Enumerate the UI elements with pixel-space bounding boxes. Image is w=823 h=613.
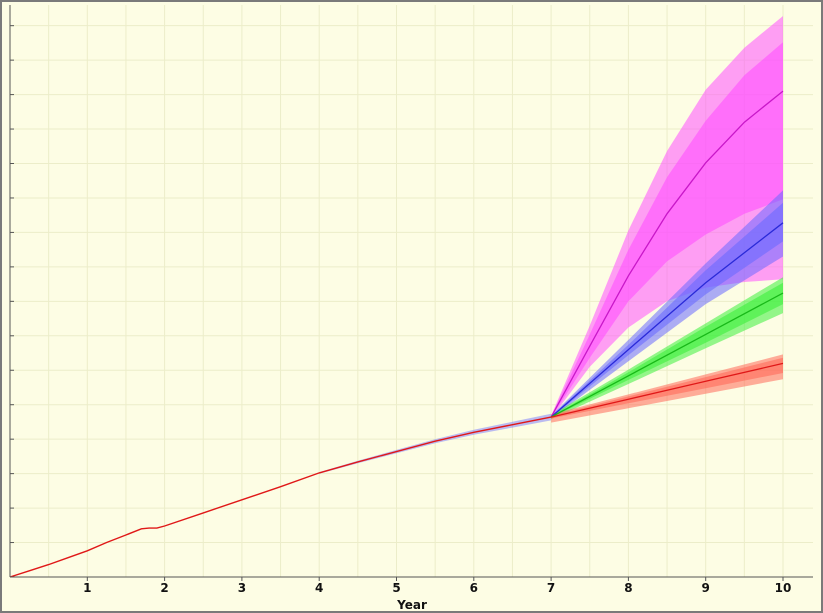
blue-inner-band: [551, 202, 783, 418]
red-median-line: [550, 362, 784, 418]
x-axis-title: Year: [396, 598, 427, 612]
x-tick-label: 9: [702, 581, 710, 595]
magenta-inner-band: [551, 42, 783, 418]
x-tick-label: 8: [624, 581, 632, 595]
series-bands: [319, 16, 783, 474]
blue-median-line: [550, 222, 784, 418]
x-tick-label: 7: [547, 581, 555, 595]
x-ticks: 1 2 3 4 5 6 7 8 9 10: [83, 577, 791, 595]
y-tick-marks: [10, 25, 14, 544]
x-tick-label: 10: [775, 581, 792, 595]
green-median-line: [550, 292, 784, 418]
x-tick-label: 4: [315, 581, 323, 595]
blue-outer-band: [551, 190, 783, 419]
x-tick-label: 3: [238, 581, 246, 595]
x-tick-label: 6: [470, 581, 478, 595]
x-tick-label: 5: [392, 581, 400, 595]
magenta-median-line: [550, 90, 784, 418]
history-line: [9, 416, 552, 578]
green-inner-band: [551, 282, 783, 418]
series-lines: [9, 90, 784, 578]
grid-lines: [10, 5, 813, 577]
x-tick-label: 2: [160, 581, 168, 595]
x-tick-label: 1: [83, 581, 91, 595]
